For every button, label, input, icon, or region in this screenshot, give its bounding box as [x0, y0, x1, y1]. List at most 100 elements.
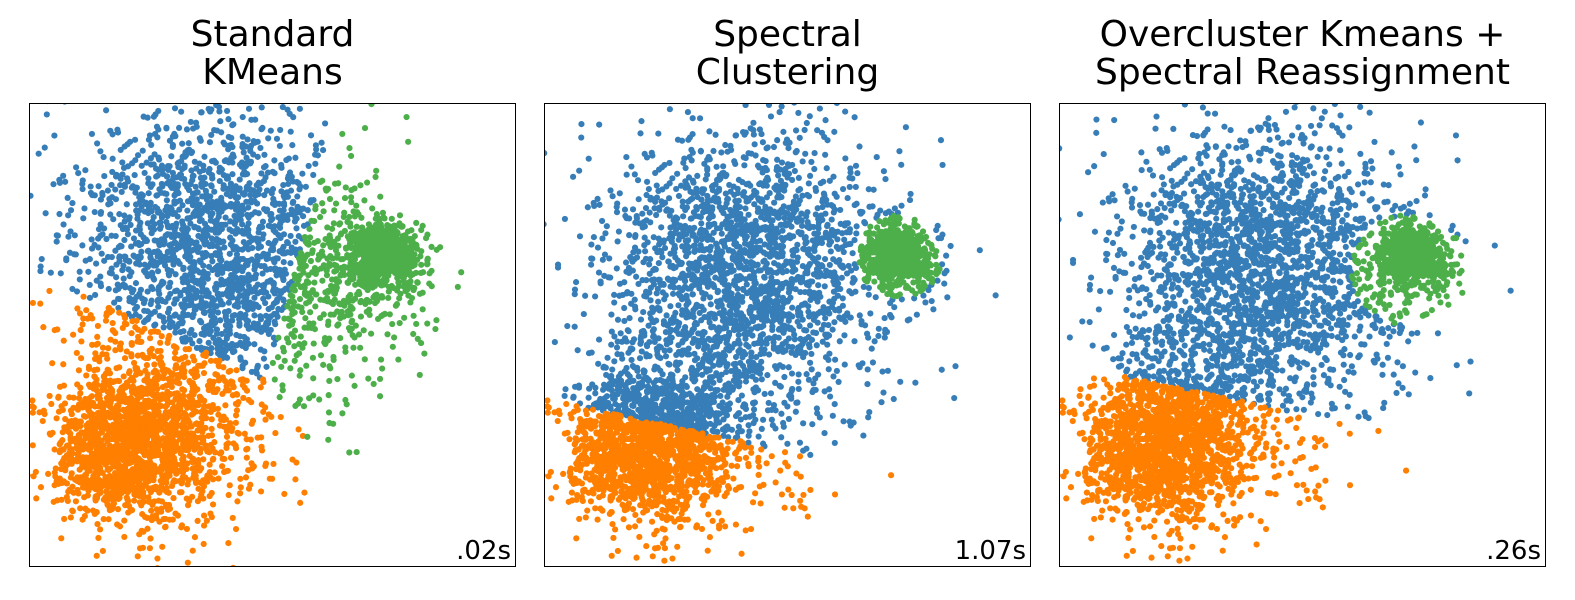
data-point [139, 493, 147, 501]
data-point [315, 256, 322, 263]
data-point [325, 436, 332, 443]
data-point [302, 254, 309, 261]
data-point [428, 283, 435, 290]
data-point [168, 441, 175, 449]
data-point [251, 209, 259, 216]
data-point [318, 248, 326, 255]
data-point [211, 157, 218, 164]
data-point [402, 238, 409, 245]
data-point [191, 196, 198, 203]
data-point [341, 209, 348, 216]
data-point [42, 210, 49, 217]
data-point [87, 422, 95, 429]
data-point [145, 485, 152, 492]
data-point [412, 269, 420, 276]
data-point [130, 252, 137, 259]
data-point [237, 475, 244, 482]
data-point [355, 251, 362, 258]
data-point [199, 362, 206, 369]
data-point [131, 136, 139, 143]
data-point [173, 246, 180, 253]
data-point [211, 469, 218, 476]
data-point [102, 419, 109, 426]
data-point [145, 247, 152, 254]
data-point [134, 456, 142, 463]
data-point [230, 564, 236, 566]
data-point [290, 198, 297, 205]
data-point [190, 125, 197, 132]
data-point [229, 286, 236, 293]
data-point [411, 284, 418, 292]
data-point [272, 321, 279, 328]
data-point [220, 347, 227, 354]
data-point [163, 197, 170, 204]
data-point [291, 357, 298, 364]
data-point [184, 460, 191, 467]
data-point [348, 270, 355, 277]
data-point [182, 180, 189, 188]
data-point [184, 234, 192, 241]
data-point [144, 220, 151, 227]
data-point [216, 422, 224, 429]
data-point [110, 432, 118, 440]
data-point [158, 483, 165, 490]
data-point [88, 130, 96, 138]
data-point [119, 267, 126, 274]
data-point [162, 403, 169, 410]
data-point [289, 293, 296, 300]
data-point [225, 491, 232, 499]
data-point [128, 184, 135, 191]
data-point [106, 442, 113, 449]
data-point [63, 494, 70, 501]
data-point [296, 372, 303, 379]
data-point [326, 363, 333, 370]
data-point [46, 287, 53, 295]
data-point [201, 239, 208, 246]
data-point [69, 507, 76, 514]
data-point [404, 270, 411, 277]
data-point [141, 418, 148, 425]
data-point [219, 414, 226, 421]
data-point [159, 183, 166, 190]
data-point [95, 395, 102, 402]
data-point [216, 108, 223, 115]
data-point [267, 217, 275, 224]
data-point [147, 427, 154, 434]
data-point [346, 220, 354, 227]
data-point [153, 391, 160, 398]
data-point [191, 208, 199, 216]
data-point [347, 327, 354, 334]
data-point [121, 382, 128, 390]
data-point [187, 118, 194, 126]
data-point [262, 404, 269, 411]
data-point [379, 209, 387, 216]
data-point [151, 276, 158, 283]
data-point [69, 285, 76, 293]
data-point [280, 243, 287, 250]
data-point [252, 284, 259, 291]
data-point [252, 275, 259, 282]
data-point [325, 318, 332, 325]
data-point [199, 488, 206, 495]
data-point [189, 388, 196, 396]
data-point [107, 377, 114, 384]
data-point [410, 330, 417, 338]
data-point [289, 456, 296, 463]
data-point [337, 231, 345, 238]
data-point [37, 484, 45, 491]
data-point [305, 162, 312, 170]
data-point [168, 482, 176, 490]
data-point [152, 321, 159, 328]
data-point [162, 298, 169, 305]
data-point [52, 473, 59, 480]
data-point [366, 229, 373, 237]
data-point [49, 360, 56, 367]
data-point [136, 290, 143, 297]
data-point [173, 174, 180, 181]
data-point [337, 314, 344, 321]
data-point [163, 190, 170, 197]
data-point [320, 361, 327, 368]
data-point [358, 214, 365, 221]
data-point [152, 483, 159, 490]
data-point [260, 355, 268, 362]
